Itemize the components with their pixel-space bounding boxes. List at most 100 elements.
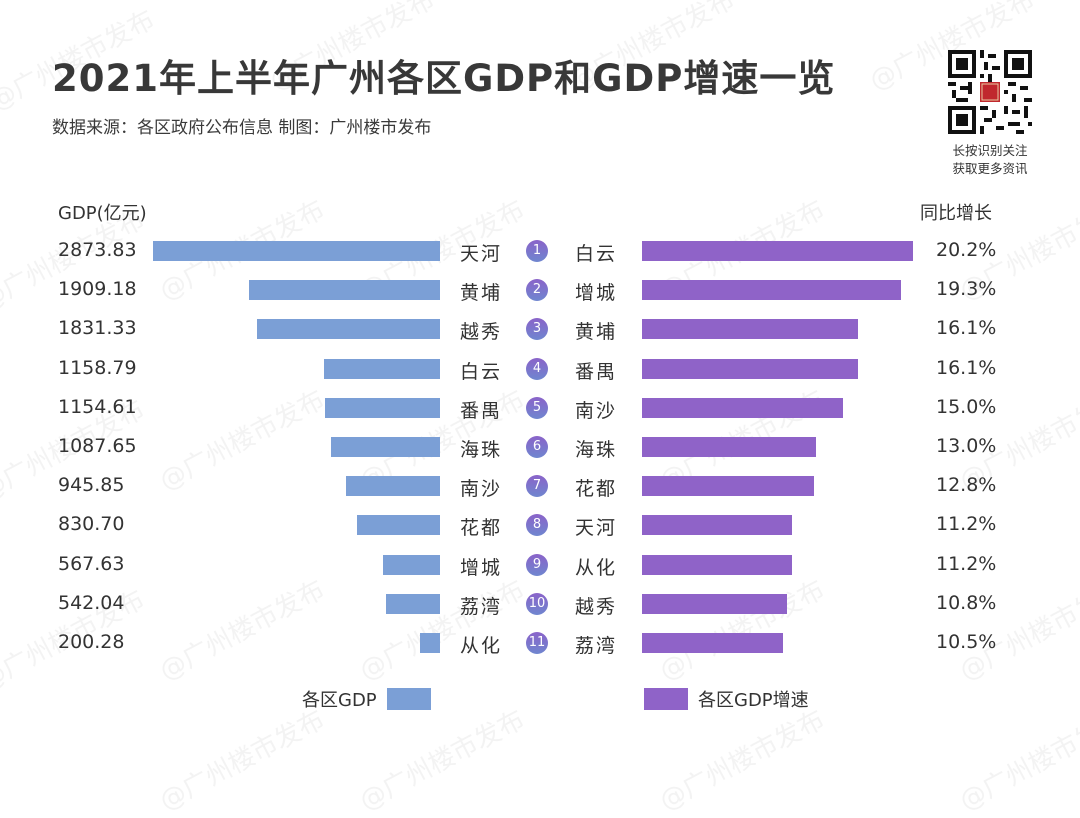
gdp-bar <box>386 593 440 614</box>
qr-caption-line1: 长按识别关注 <box>952 143 1028 158</box>
gdp-value: 200.28 <box>58 631 125 653</box>
gdp-district-name: 南沙 <box>460 478 503 501</box>
table-row: 1909.18 黄埔 2 增城 19.3% <box>0 278 1080 319</box>
gdp-bar <box>153 241 440 261</box>
table-row: 567.63 增城 9 从化 11.2% <box>0 552 1080 594</box>
gdp-district-name: 黄埔 <box>460 282 503 305</box>
qr-caption: 长按识别关注 获取更多资讯 <box>940 142 1040 178</box>
gdp-value: 542.04 <box>58 591 125 614</box>
rank-badge: 6 <box>526 436 548 458</box>
growth-value: 15.0% <box>936 395 997 418</box>
data-source-subtitle: 数据来源：各区政府公布信息 制图：广州楼市发布 <box>52 118 432 138</box>
table-row: 1158.79 白云 4 番禺 16.1% <box>0 356 1080 398</box>
rank-badge: 8 <box>526 514 548 537</box>
gdp-value: 830.70 <box>58 513 125 536</box>
growth-value: 20.2% <box>936 239 997 261</box>
gdp-value: 1158.79 <box>58 356 137 379</box>
gdp-value: 1087.65 <box>58 435 137 457</box>
growth-bar <box>642 515 792 536</box>
growth-bar <box>642 241 913 261</box>
growth-district-name: 天河 <box>575 517 618 540</box>
growth-value: 16.1% <box>936 317 997 340</box>
legend-gdp-swatch <box>386 688 431 710</box>
growth-bar <box>642 437 816 457</box>
qr-caption-line2: 获取更多资讯 <box>952 161 1028 176</box>
watermark-text: @广州楼市发布 <box>354 704 530 817</box>
rank-badge: 7 <box>526 475 548 498</box>
growth-bar <box>642 280 901 301</box>
gdp-district-name: 天河 <box>460 243 503 265</box>
gdp-district-name: 增城 <box>460 556 503 579</box>
legend-gdp: 各区GDP <box>302 686 431 712</box>
table-row: 945.85 南沙 7 花都 12.8% <box>0 474 1080 515</box>
growth-district-name: 黄埔 <box>575 321 618 344</box>
gdp-bar <box>249 280 440 301</box>
growth-district-name: 花都 <box>575 478 618 501</box>
rank-badge: 2 <box>526 279 548 302</box>
gdp-value: 945.85 <box>58 474 125 497</box>
gdp-bar <box>346 476 440 497</box>
gdp-bar <box>420 633 440 653</box>
gdp-value: 2873.83 <box>58 239 137 261</box>
table-row: 1831.33 越秀 3 黄埔 16.1% <box>0 317 1080 358</box>
gdp-bar <box>324 358 440 379</box>
growth-district-name: 海珠 <box>575 439 618 461</box>
growth-district-name: 从化 <box>575 556 618 579</box>
growth-bar <box>642 554 792 575</box>
growth-bar <box>642 633 783 653</box>
table-row: 1087.65 海珠 6 海珠 13.0% <box>0 435 1080 476</box>
rank-badge: 3 <box>526 318 548 341</box>
growth-value: 11.2% <box>936 552 997 575</box>
growth-district-name: 番禺 <box>575 360 618 383</box>
rank-badge: 5 <box>526 396 548 419</box>
growth-bar <box>642 358 858 379</box>
watermark-text: @广州楼市发布 <box>154 704 330 817</box>
growth-bar <box>642 397 843 418</box>
gdp-bar <box>357 515 440 536</box>
table-row: 2873.83 天河 1 白云 20.2% <box>0 239 1080 280</box>
gdp-bar <box>325 397 440 418</box>
growth-value: 16.1% <box>936 356 997 379</box>
gdp-value: 1154.61 <box>58 395 137 418</box>
qr-code[interactable] <box>948 50 1032 134</box>
gdp-value: 1909.18 <box>58 278 137 301</box>
watermark-text: @广州楼市发布 <box>954 704 1080 817</box>
legend-growth: 各区GDP增速 <box>644 686 809 712</box>
gdp-district-name: 越秀 <box>460 321 503 344</box>
rank-badge: 4 <box>526 357 548 380</box>
table-row: 200.28 从化 11 荔湾 10.5% <box>0 631 1080 672</box>
rank-badge: 9 <box>526 553 548 576</box>
gdp-bar <box>383 554 440 575</box>
growth-bar <box>642 476 814 497</box>
table-row: 542.04 荔湾 10 越秀 10.8% <box>0 591 1080 633</box>
gdp-district-name: 海珠 <box>460 439 503 461</box>
rank-badge: 1 <box>526 240 548 262</box>
rank-badge: 10 <box>526 592 548 615</box>
gdp-district-name: 番禺 <box>460 399 503 422</box>
growth-district-name: 白云 <box>575 243 618 265</box>
growth-axis-label: 同比增长 <box>920 203 992 224</box>
qr-code-icon <box>948 50 1032 134</box>
growth-district-name: 荔湾 <box>575 635 618 657</box>
growth-district-name: 南沙 <box>575 399 618 422</box>
legend-growth-swatch <box>644 688 688 710</box>
gdp-value: 1831.33 <box>58 317 137 340</box>
growth-district-name: 增城 <box>575 282 618 305</box>
gdp-district-name: 花都 <box>460 517 503 540</box>
gdp-district-name: 白云 <box>460 360 503 383</box>
growth-district-name: 越秀 <box>575 595 618 618</box>
page-title: 2021年上半年广州各区GDP和GDP增速一览 <box>52 57 836 100</box>
growth-value: 10.5% <box>936 631 997 653</box>
legend-gdp-label: 各区GDP <box>302 690 377 711</box>
gdp-axis-label: GDP(亿元) <box>58 203 147 224</box>
growth-value: 13.0% <box>936 435 997 457</box>
gdp-value: 567.63 <box>58 552 125 575</box>
legend-growth-label: 各区GDP增速 <box>698 690 809 711</box>
growth-value: 11.2% <box>936 513 997 536</box>
gdp-bar <box>257 319 440 340</box>
rank-badge: 11 <box>526 632 548 654</box>
growth-value: 19.3% <box>936 278 997 301</box>
growth-bar <box>642 593 787 614</box>
growth-bar <box>642 319 858 340</box>
watermark-text: @广州楼市发布 <box>654 704 830 817</box>
